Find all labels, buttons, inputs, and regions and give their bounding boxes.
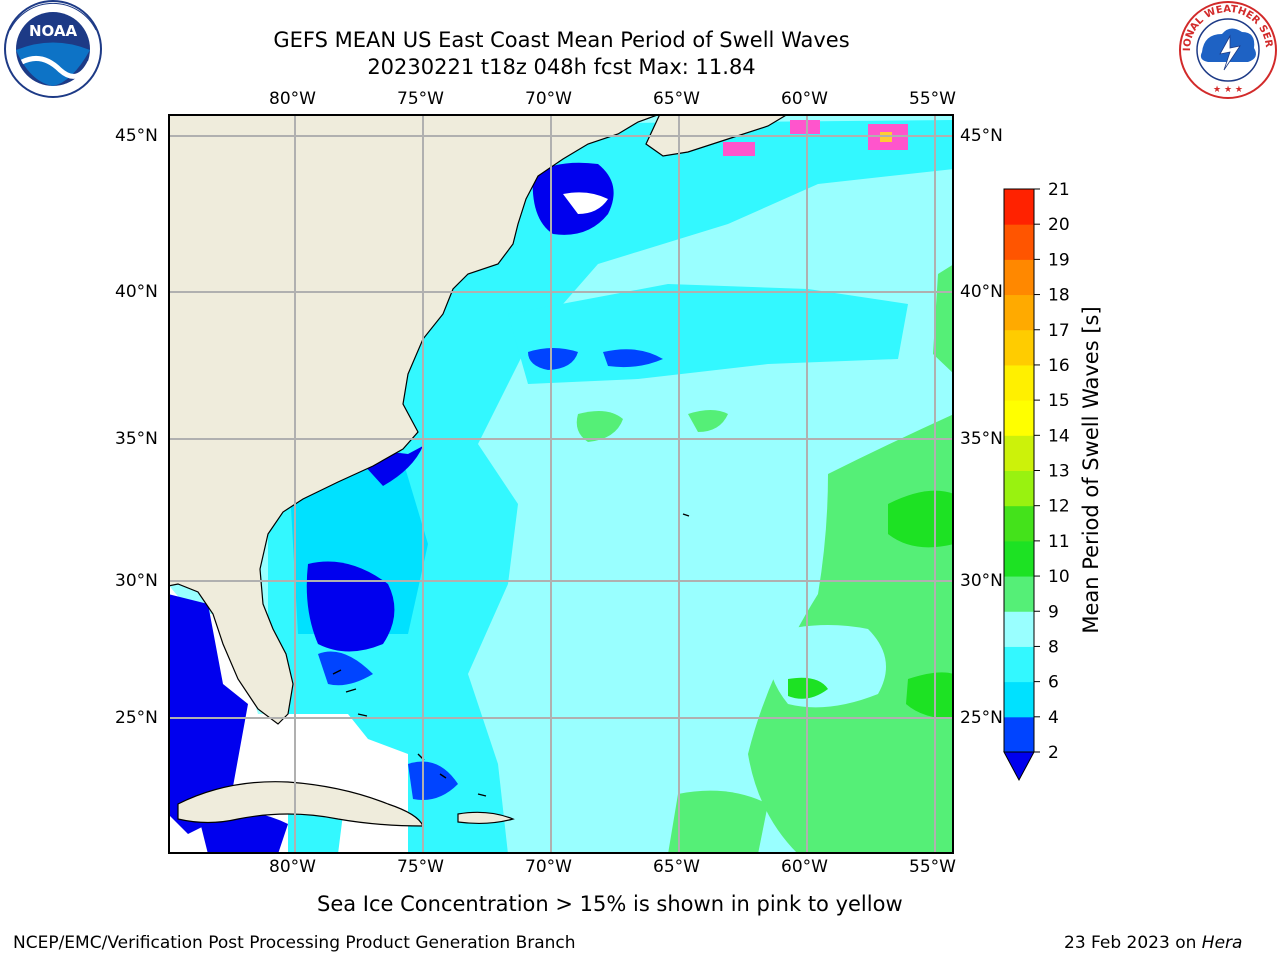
- colorbar-tick-label: 21: [1048, 180, 1070, 200]
- colorbar-tick-label: 2: [1048, 743, 1059, 763]
- colorbar-segment: [1004, 716, 1034, 753]
- colorbar-tick-label: 15: [1048, 391, 1070, 411]
- lat-label-left-25n: 25°N: [115, 708, 158, 728]
- swell-zone-bright-green-1: [888, 490, 954, 548]
- colorbar-segment: [1004, 576, 1034, 612]
- colorbar-tick-label: 20: [1048, 215, 1070, 235]
- colorbar-segment: [1004, 611, 1034, 647]
- sea-ice-caption: Sea Ice Concentration > 15% is shown in …: [317, 892, 903, 916]
- colorbar-tick-label: 6: [1048, 673, 1059, 693]
- map-subtitle: 20230221 t18z 048h fcst Max: 11.84: [367, 55, 756, 79]
- lon-label-top-70w: 70°W: [525, 89, 572, 109]
- colorbar-segment: [1004, 259, 1034, 296]
- lon-label-top-75w: 75°W: [397, 89, 444, 109]
- swell-zone-bahamas-north: [306, 561, 395, 652]
- map-title: GEFS MEAN US East Coast Mean Period of S…: [273, 28, 850, 52]
- swell-zone-bahamas: [318, 651, 373, 686]
- swell-zone-bright-green-2: [906, 672, 954, 719]
- lon-label-bottom-80w: 80°W: [269, 857, 316, 877]
- colorbar-under-triangle: [1003, 751, 1035, 782]
- noaa-logo-text: NOAA: [29, 22, 78, 40]
- colorbar-tick-label: 4: [1048, 708, 1059, 728]
- swell-zone-green-1: [576, 410, 623, 442]
- colorbar-segment: [1004, 540, 1034, 577]
- lat-label-left-30n: 30°N: [115, 571, 158, 591]
- lat-label-right-30n: 30°N: [960, 571, 1003, 591]
- lat-label-right-25n: 25°N: [960, 708, 1003, 728]
- lon-label-top-80w: 80°W: [269, 89, 316, 109]
- colorbar-segment: [1004, 681, 1034, 718]
- colorbar-tick-label: 13: [1048, 462, 1070, 482]
- colorbar-tick-label: 16: [1048, 356, 1070, 376]
- lon-label-bottom-55w: 55°W: [909, 857, 956, 877]
- coastline-east: [168, 114, 661, 725]
- lat-label-left-35n: 35°N: [115, 429, 158, 449]
- colorbar-tick-label: 8: [1048, 637, 1059, 657]
- swell-zone-blue-2: [603, 349, 663, 368]
- colorbar: 2 4 6 8 9 10 11 12 13 14 15 16 17 18 19 20 21 Mean Perio…: [1003, 180, 1103, 782]
- lon-label-top-55w: 55°W: [909, 89, 956, 109]
- colorbar-tick-label: 19: [1048, 250, 1070, 270]
- colorbar-segment: [1004, 400, 1034, 436]
- lon-label-bottom-60w: 60°W: [781, 857, 828, 877]
- footer-host: Hera: [1201, 933, 1243, 953]
- land-cuba: [178, 781, 423, 826]
- sea-ice-patch-2: [790, 120, 820, 134]
- sea-ice-patch-1: [723, 142, 755, 156]
- colorbar-segments: [1003, 188, 1035, 782]
- no-data-patch: [563, 192, 608, 214]
- lon-label-bottom-70w: 70°W: [525, 857, 572, 877]
- lat-label-right-40n: 40°N: [960, 282, 1003, 302]
- lat-label-left-40n: 40°N: [115, 282, 158, 302]
- colorbar-segment: [1004, 505, 1034, 542]
- colorbar-tick-label: 18: [1048, 286, 1070, 306]
- swell-zone-light-pocket: [767, 625, 886, 708]
- lon-label-top-65w: 65°W: [653, 89, 700, 109]
- footer-date: 23 Feb 2023 on Hera: [1064, 933, 1242, 953]
- colorbar-tick-label: 14: [1048, 426, 1070, 446]
- colorbar-segment: [1004, 646, 1034, 683]
- swell-period-map: [168, 114, 954, 854]
- map-frame: [168, 114, 954, 854]
- colorbar-segment: [1004, 224, 1034, 260]
- colorbar-tick-label: 12: [1048, 497, 1070, 517]
- lon-label-bottom-75w: 75°W: [397, 857, 444, 877]
- colorbar-ticks: 2 4 6 8 9 10 11 12 13 14 15 16 17 18 19 20 21: [1034, 180, 1070, 763]
- colorbar-label: Mean Period of Swell Waves [s]: [1079, 306, 1103, 633]
- colorbar-segment: [1004, 189, 1034, 225]
- colorbar-segment: [1004, 470, 1034, 507]
- colorbar-tick-label: 10: [1048, 567, 1070, 587]
- swell-zone-gulf: [168, 594, 248, 834]
- swell-zone-caribbean: [408, 761, 458, 800]
- swell-zone-green-south: [668, 790, 768, 854]
- colorbar-tick-label: 17: [1048, 321, 1070, 341]
- swell-zone-blue-1: [528, 348, 578, 370]
- coastline-bahamas: [332, 669, 487, 797]
- coastline-bermuda: [682, 513, 690, 517]
- colorbar-tick-label: 9: [1048, 602, 1059, 622]
- colorbar-tick-label: 11: [1048, 532, 1070, 552]
- svg-text:★ ★ ★: ★ ★ ★: [1213, 85, 1243, 95]
- colorbar-segment: [1004, 329, 1034, 366]
- graticule: [168, 114, 954, 854]
- land-north-america: [168, 114, 660, 724]
- national-weather-service-logo: NATIONAL WEATHER SERVICE ★ ★ ★: [1178, 0, 1277, 99]
- footer-branch: NCEP/EMC/Verification Post Processing Pr…: [13, 933, 576, 953]
- lon-label-bottom-65w: 65°W: [653, 857, 700, 877]
- colorbar-segment: [1004, 294, 1034, 331]
- footer-date-text: 23 Feb 2023 on: [1064, 933, 1202, 953]
- lon-label-top-60w: 60°W: [781, 89, 828, 109]
- coastline-hispaniola: [457, 811, 515, 825]
- colorbar-segment: [1004, 435, 1034, 471]
- lat-label-left-45n: 45°N: [115, 126, 158, 146]
- noaa-logo: NOAA: [4, 0, 102, 98]
- lat-label-right-35n: 35°N: [960, 429, 1003, 449]
- swell-zone-green-2: [688, 410, 728, 432]
- colorbar-segment: [1004, 364, 1034, 401]
- lat-label-right-45n: 45°N: [960, 126, 1003, 146]
